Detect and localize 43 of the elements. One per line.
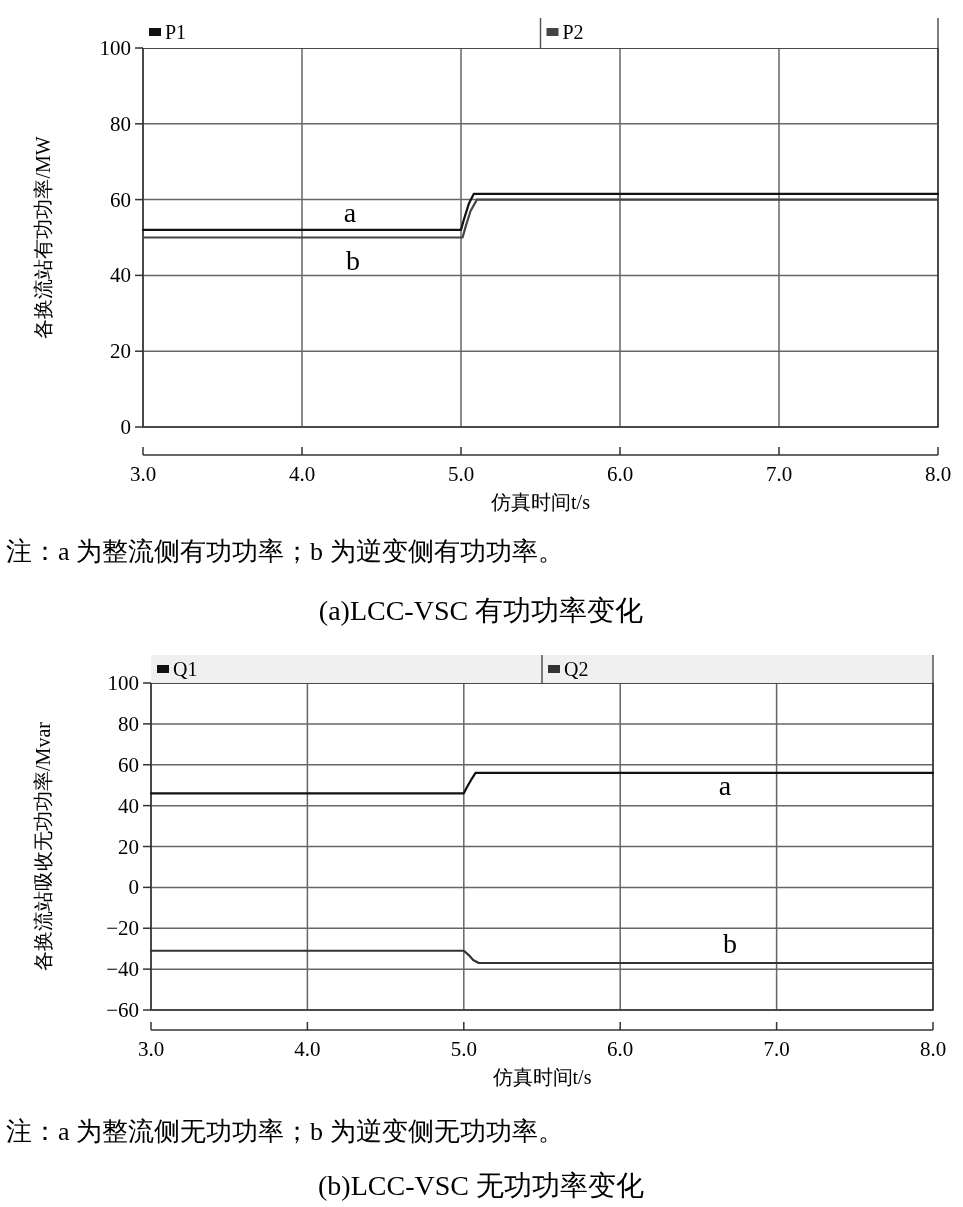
x-tick-label: 6.0 <box>606 462 634 486</box>
y-tick-label: 80 <box>118 711 139 736</box>
annotation: b <box>346 245 360 276</box>
y-tick-label: 60 <box>118 752 139 777</box>
annotation: a <box>343 197 357 228</box>
x-axis-title: 仿真时间t/s <box>491 1066 592 1088</box>
y-tick-label: 80 <box>110 111 131 136</box>
legend-label: Q1 <box>173 658 198 680</box>
y-tick-label: 100 <box>99 36 131 60</box>
text: 注：a 为整流侧无功功率；b 为逆变侧无功功率。 <box>6 1117 564 1146</box>
x-tick-label: 8.0 <box>924 462 952 486</box>
y-tick-label: 60 <box>110 187 131 212</box>
x-tick-label: 6.0 <box>607 1037 634 1061</box>
x-tick-label: 4.0 <box>294 1037 321 1061</box>
y-tick-label: −40 <box>106 957 139 982</box>
y-tick-label: 100 <box>107 671 139 695</box>
x-tick-label: 7.0 <box>763 1037 790 1061</box>
legend-label: P2 <box>562 21 584 43</box>
y-tick-label: 20 <box>110 339 131 364</box>
legend-label: Q2 <box>564 658 589 680</box>
y-tick-label: 0 <box>120 415 131 439</box>
x-tick-label: 3.0 <box>137 1037 165 1061</box>
x-tick-label: 8.0 <box>919 1037 947 1061</box>
text: (a)LCC-VSC 有功功率变化 <box>318 595 644 626</box>
y-tick-label: 40 <box>110 263 131 288</box>
y-axis-title: 各换流站吸收无功功率/Mvar <box>32 721 54 971</box>
annotation: a <box>718 770 732 801</box>
y-tick-label: 0 <box>128 875 139 900</box>
legend-label: P1 <box>165 21 187 43</box>
y-tick-label: −20 <box>106 916 139 941</box>
annotation: b <box>723 928 737 959</box>
text: (b)LCC-VSC 无功功率变化 <box>318 1170 644 1201</box>
x-tick-label: 7.0 <box>765 462 793 486</box>
x-tick-label: 5.0 <box>450 1037 477 1061</box>
x-axis-title: 仿真时间t/s <box>490 491 591 513</box>
text: 注：a 为整流侧有功功率；b 为逆变侧有功功率。 <box>6 537 564 566</box>
x-tick-label: 3.0 <box>129 462 157 486</box>
y-tick-label: 20 <box>118 834 139 859</box>
y-tick-label: −60 <box>106 998 139 1022</box>
y-axis-title: 各换流站有功功率/MW <box>32 136 54 339</box>
y-tick-label: 40 <box>118 793 139 818</box>
x-tick-label: 4.0 <box>288 462 316 486</box>
x-tick-label: 5.0 <box>447 462 475 486</box>
